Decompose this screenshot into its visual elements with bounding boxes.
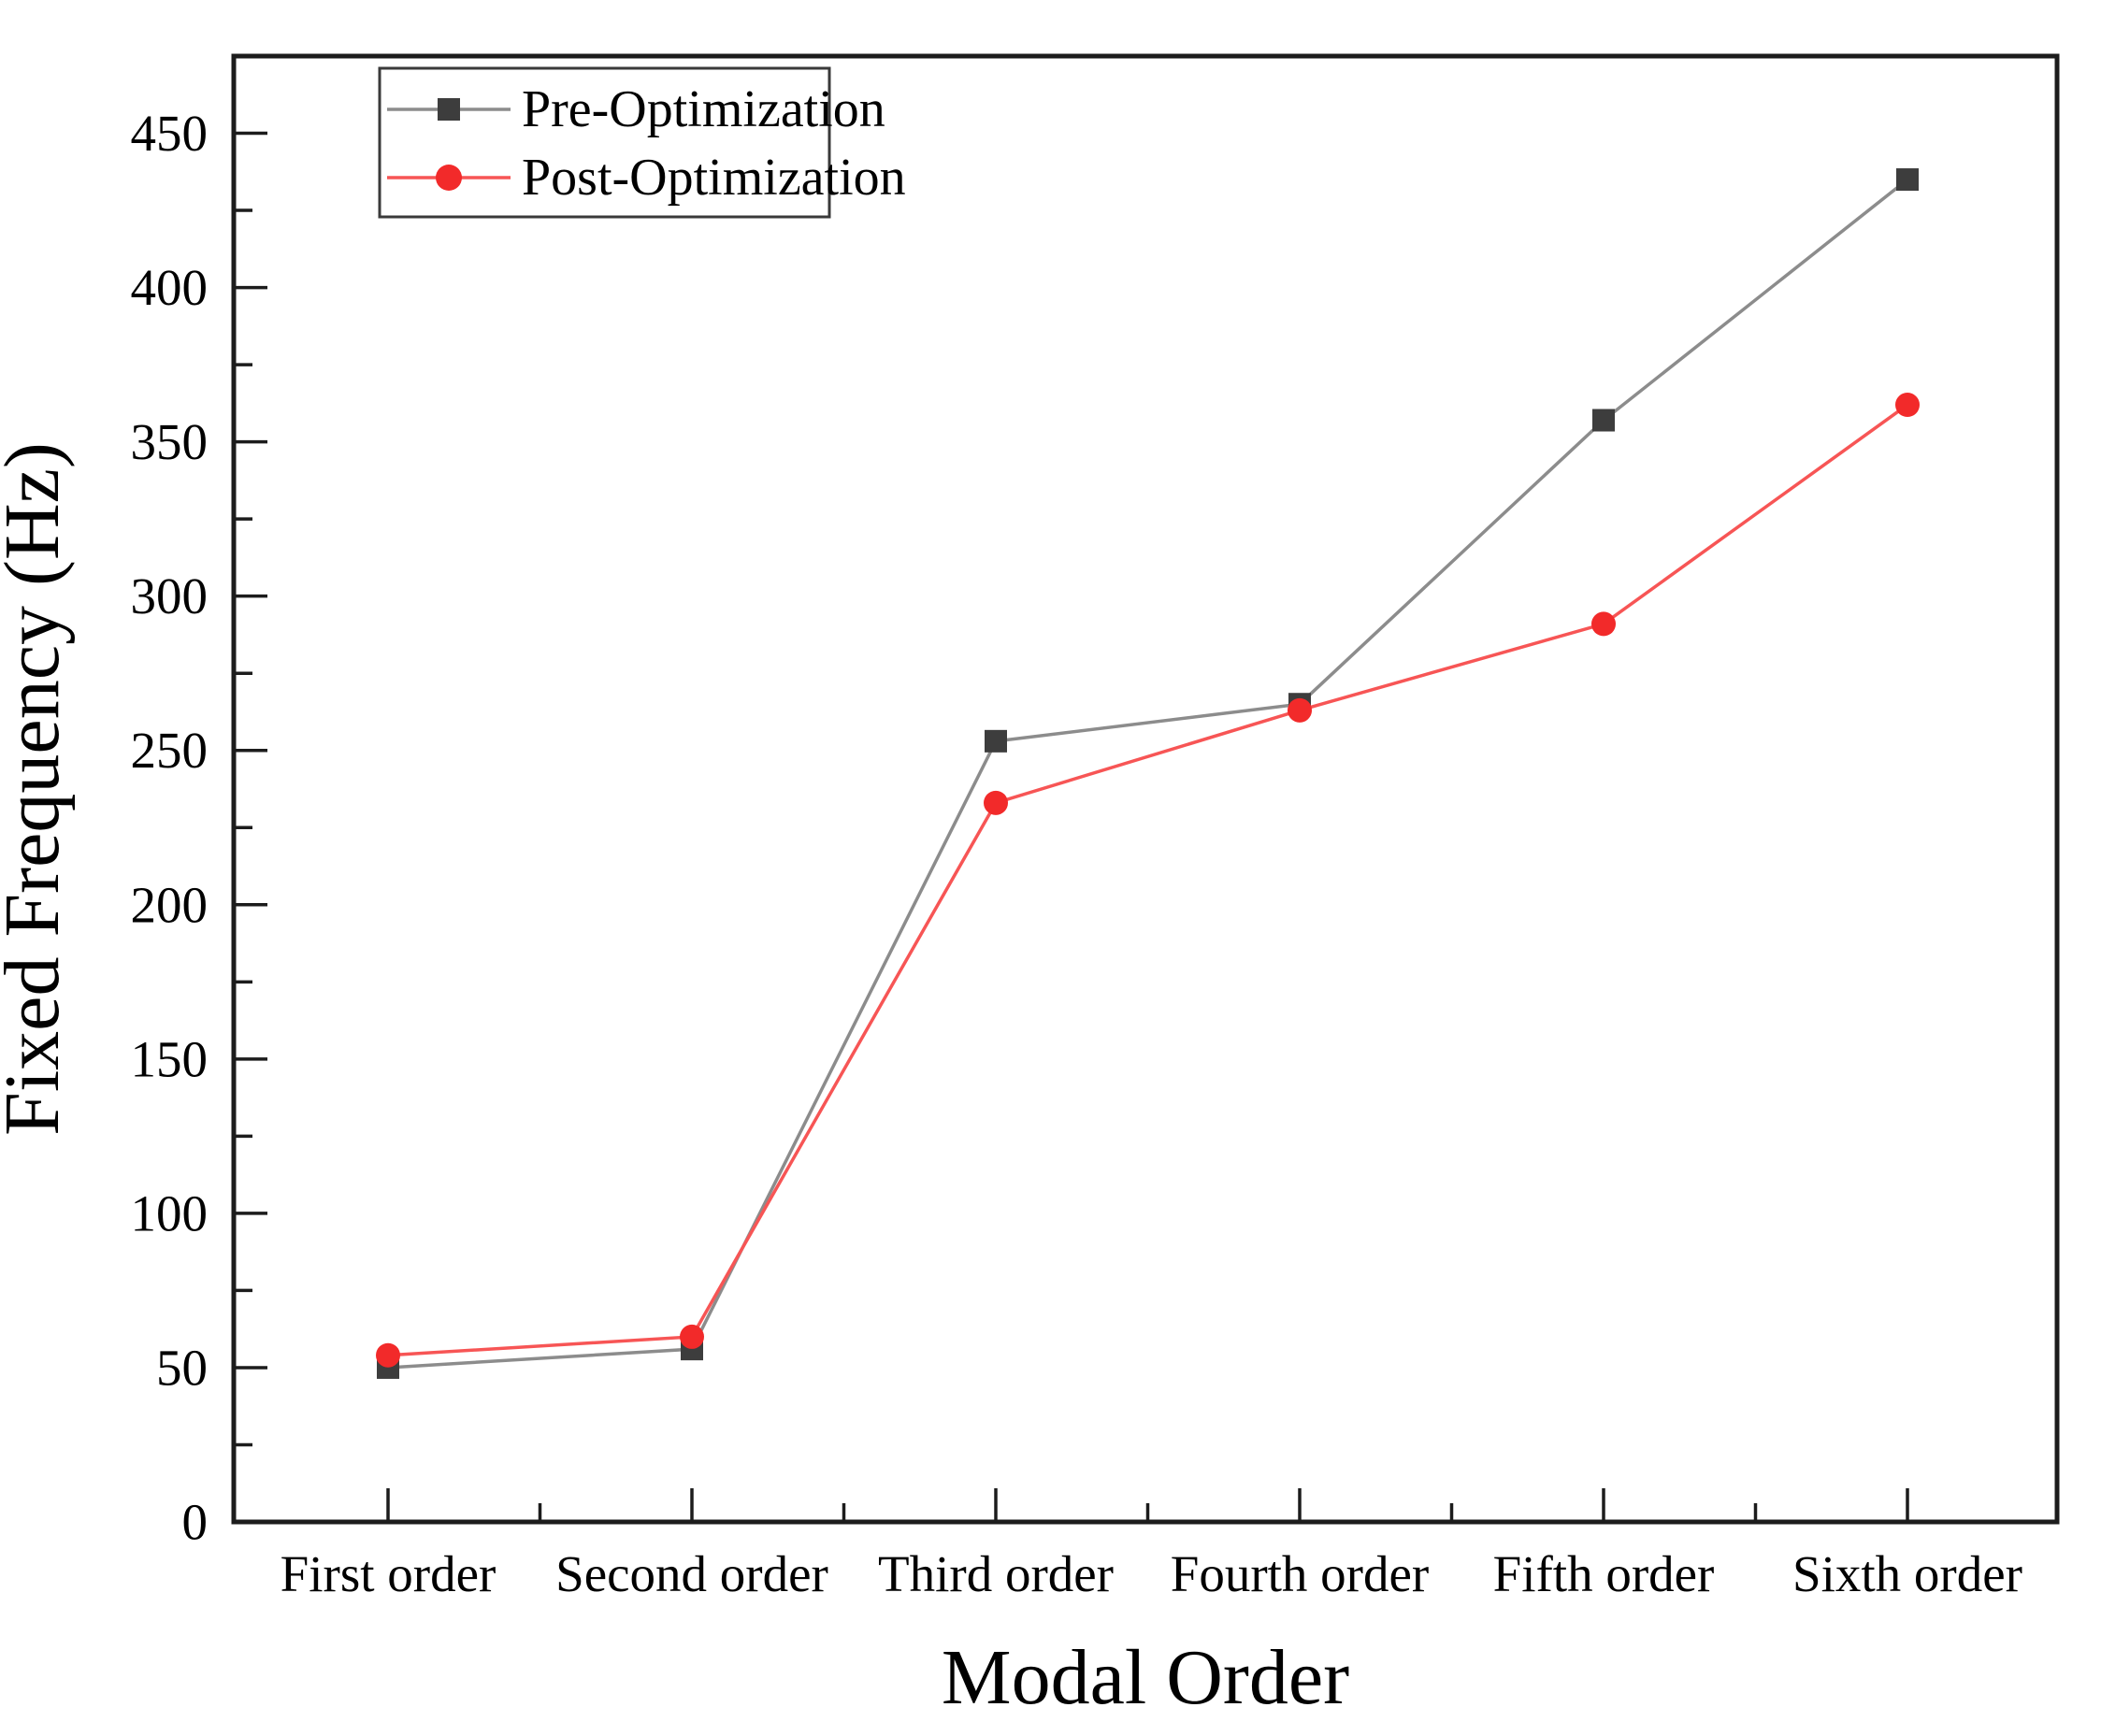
y-tick-label: 100	[131, 1184, 209, 1241]
data-point-circle-marker	[984, 790, 1008, 815]
x-tick-label: Fifth order	[1493, 1545, 1715, 1602]
legend-entry-post-optimization: Post-Optimization	[387, 149, 906, 207]
legend-square-marker-icon	[438, 98, 460, 121]
series-line-post-optimization	[387, 403, 1909, 1357]
legend-entry-pre-optimization: Pre-Optimization	[387, 80, 885, 138]
y-axis-title: Fixed Frequency (Hz)	[0, 442, 76, 1136]
x-axis-title: Modal Order	[942, 1634, 1349, 1721]
data-point-circle-marker	[1591, 611, 1616, 637]
plot-frame	[231, 53, 2060, 1525]
data-point-circle-marker	[1288, 697, 1312, 723]
legend-box	[378, 66, 831, 219]
series-line-pre-optimization	[387, 178, 1909, 1370]
y-tick-label: 250	[131, 722, 209, 779]
y-tick-label: 300	[131, 567, 209, 624]
y-tick-label: 0	[182, 1494, 209, 1551]
x-tick-label: Fourth order	[1171, 1545, 1429, 1602]
y-tick-label: 450	[131, 105, 209, 162]
data-point-square-marker	[1592, 409, 1615, 432]
data-point-square-marker	[1896, 168, 1919, 192]
data-point-circle-marker	[1895, 393, 1920, 418]
legend-label: Post-Optimization	[522, 149, 906, 207]
data-point-circle-marker	[680, 1324, 704, 1349]
x-tick-label: Sixth order	[1792, 1545, 2022, 1602]
x-tick-label: Third order	[878, 1545, 1114, 1602]
y-tick-label: 50	[156, 1339, 208, 1396]
axis-ticks: 0 50 100 150 200 250 300 350 400 450 First order Se…	[131, 105, 2022, 1602]
legend-label: Pre-Optimization	[522, 80, 885, 138]
legend: Pre-Optimization Post-Optimization	[378, 66, 906, 219]
y-tick-label: 350	[131, 413, 209, 470]
x-tick-label: Second order	[555, 1545, 828, 1602]
legend-circle-marker-icon	[436, 165, 462, 191]
y-tick-label: 400	[131, 259, 209, 316]
data-point-circle-marker	[376, 1342, 400, 1368]
y-tick-label: 150	[131, 1030, 209, 1087]
y-tick-label: 200	[131, 876, 209, 933]
data-point-square-marker	[985, 729, 1007, 753]
x-tick-label: First order	[281, 1545, 496, 1602]
series-layer	[376, 168, 1920, 1379]
